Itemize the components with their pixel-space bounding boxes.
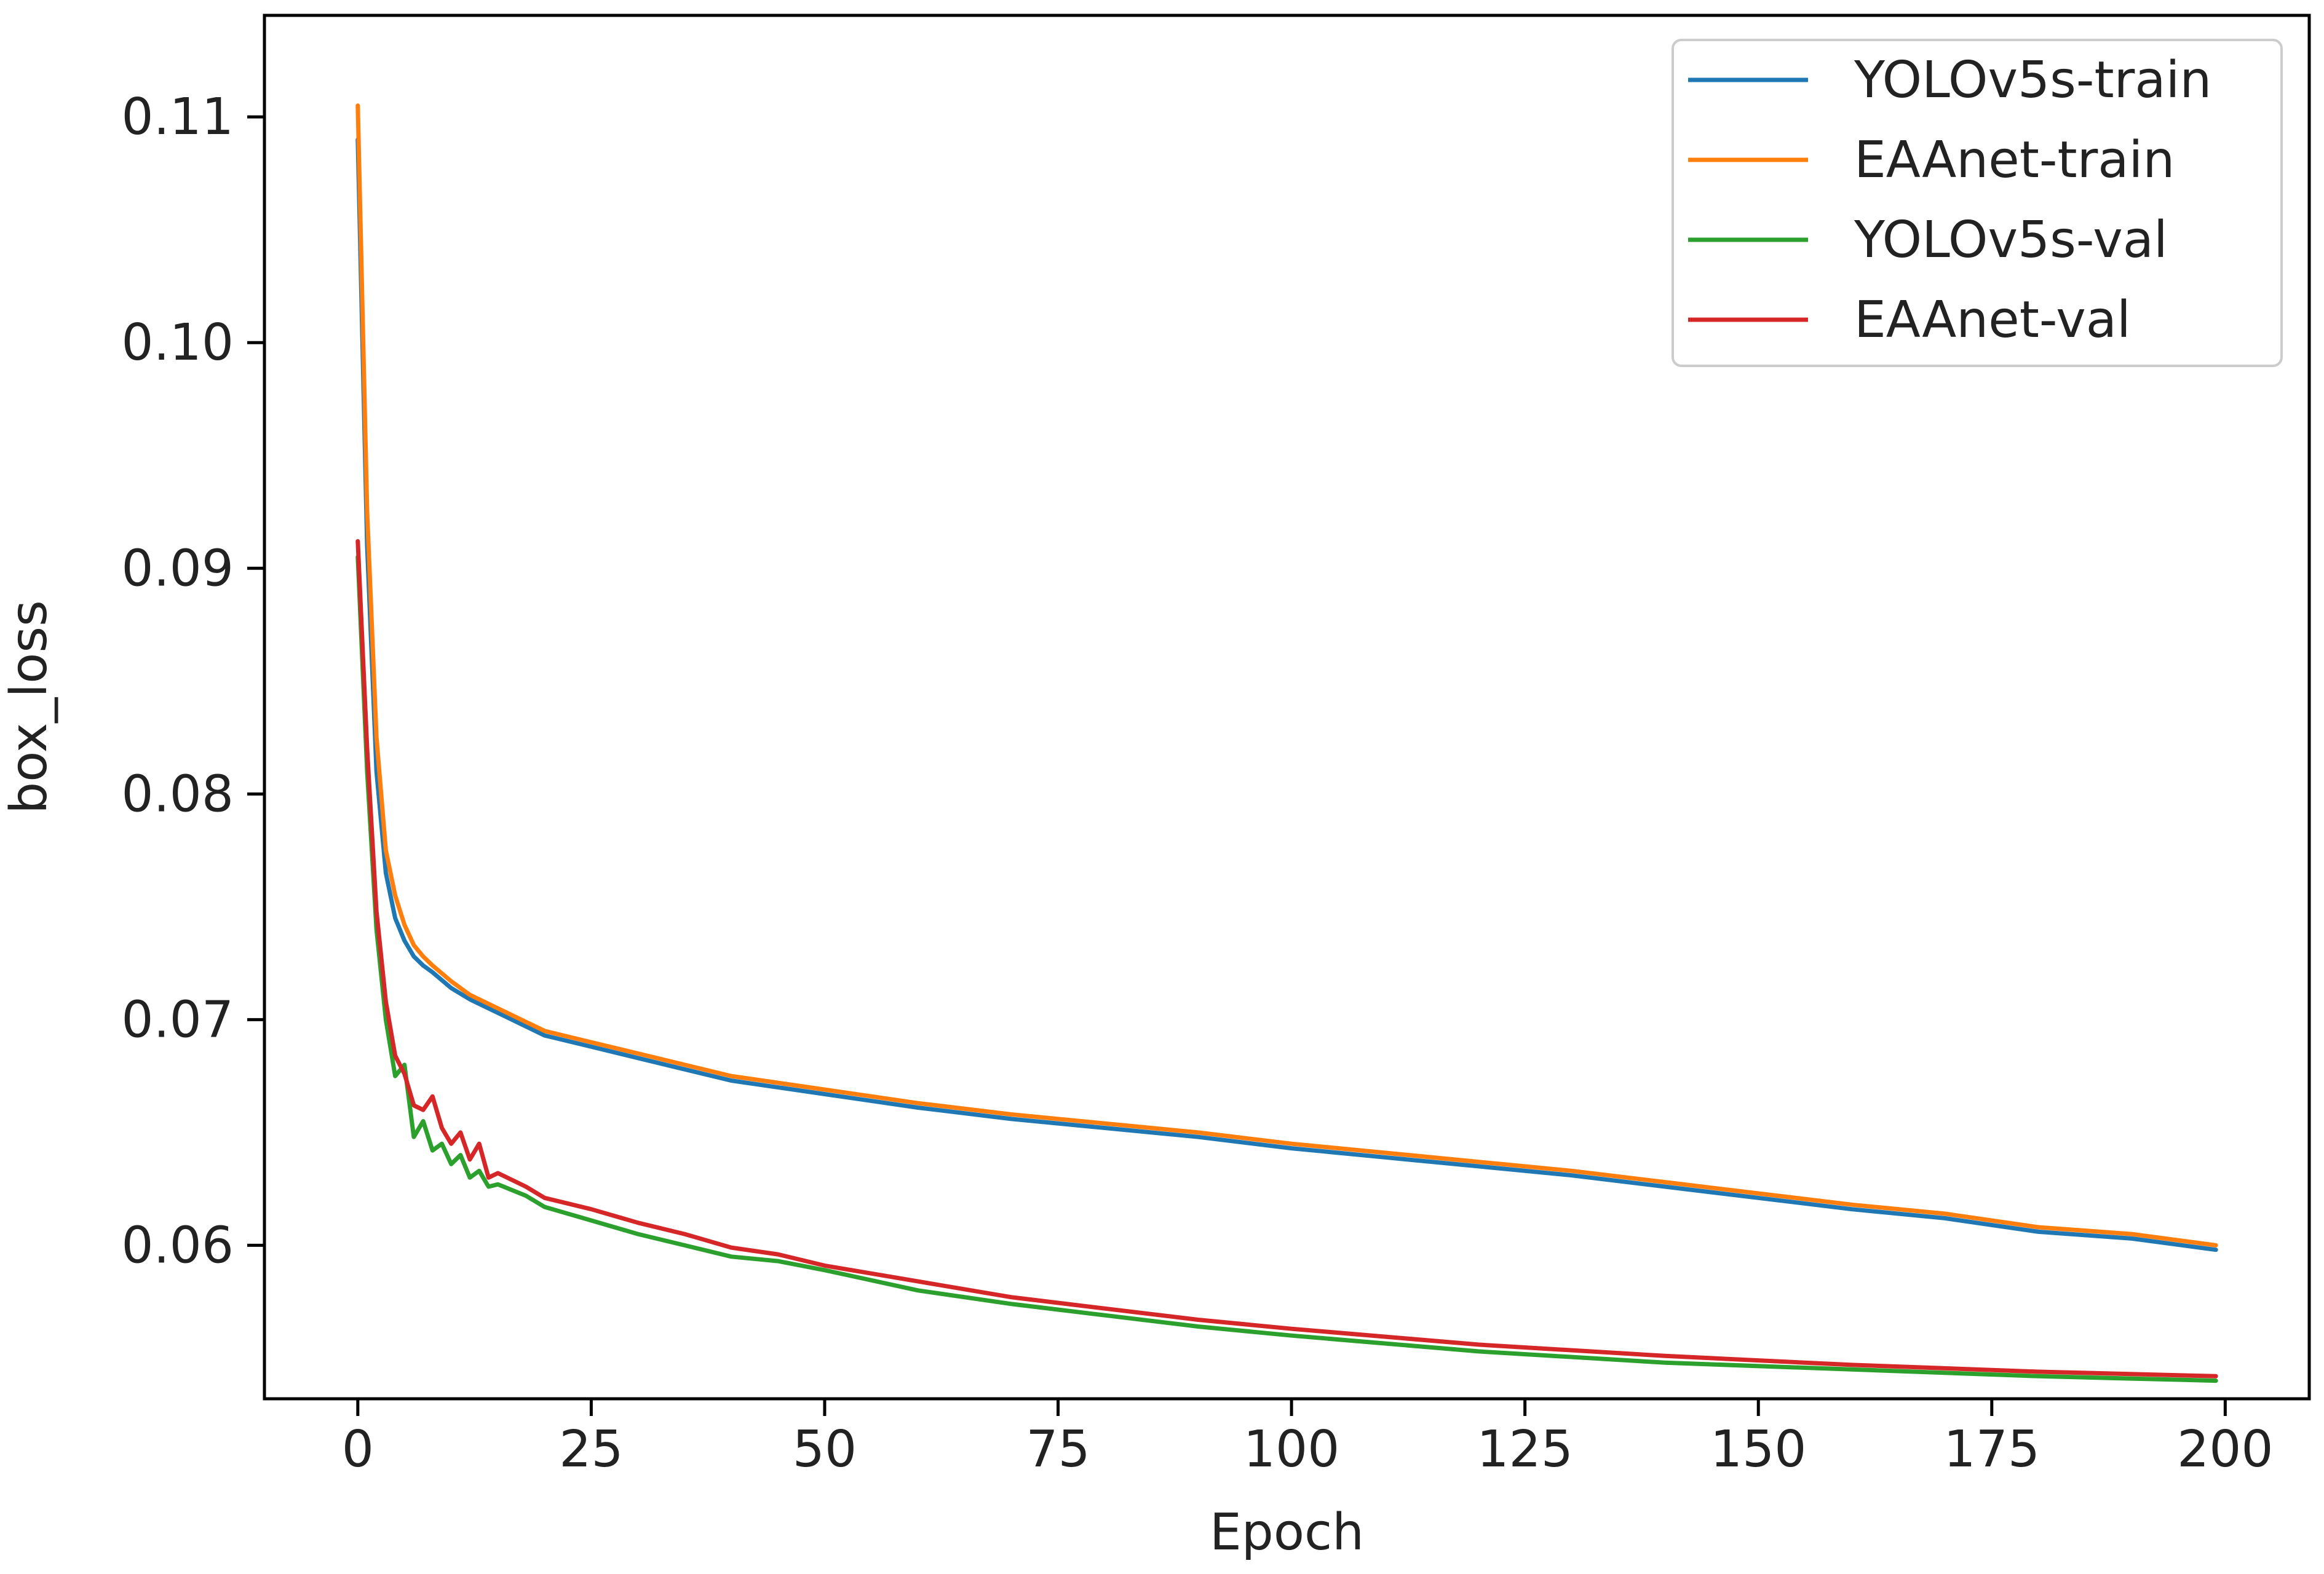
- x-tick-label: 0: [342, 1420, 374, 1479]
- x-tick-label: 100: [1243, 1420, 1340, 1479]
- x-tick-label: 25: [559, 1420, 623, 1479]
- legend-box: [1672, 39, 2283, 367]
- x-tick-label: 200: [2177, 1420, 2274, 1479]
- y-tick-label: 0.06: [121, 1216, 234, 1275]
- y-tick-label: 0.07: [121, 991, 234, 1049]
- x-tick-label: 75: [1026, 1420, 1090, 1479]
- y-axis-ticks: 0.06 0.07 0.08 0.09 0.10 0.11: [121, 88, 264, 1275]
- x-axis-label: Epoch: [1210, 1503, 1364, 1562]
- plot-frame: [263, 14, 2311, 1401]
- series-layer: [355, 103, 2218, 1383]
- x-axis-ticks: 0 25 50 75 100 125 150 175 200: [342, 1399, 2274, 1479]
- x-tick-label: 175: [1944, 1420, 2040, 1479]
- y-tick-label: 0.09: [121, 539, 234, 598]
- legend-label: EAAnet-train: [1854, 131, 2175, 189]
- series-line-yolov5s-val: [355, 555, 2218, 1383]
- legend-label: YOLOv5s-val: [1854, 211, 2168, 269]
- x-tick-label: 150: [1710, 1420, 1807, 1479]
- x-tick-label: 125: [1477, 1420, 1573, 1479]
- series-line-eaanet-val: [355, 539, 2218, 1378]
- y-tick-label: 0.10: [121, 314, 234, 372]
- series-line-eaanet-train: [355, 103, 2218, 1248]
- y-tick-label: 0.11: [121, 88, 234, 146]
- legend-label: EAAnet-val: [1854, 291, 2131, 349]
- y-axis-label: box_loss: [0, 600, 58, 814]
- legend: YOLOv5s-train EAAnet-train YOLOv5s-val EAAn…: [1672, 39, 2283, 367]
- legend-label: YOLOv5s-train: [1854, 51, 2211, 109]
- y-tick-label: 0.08: [121, 765, 234, 823]
- series-line-yolov5s-train: [355, 137, 2218, 1252]
- x-tick-label: 50: [793, 1420, 857, 1479]
